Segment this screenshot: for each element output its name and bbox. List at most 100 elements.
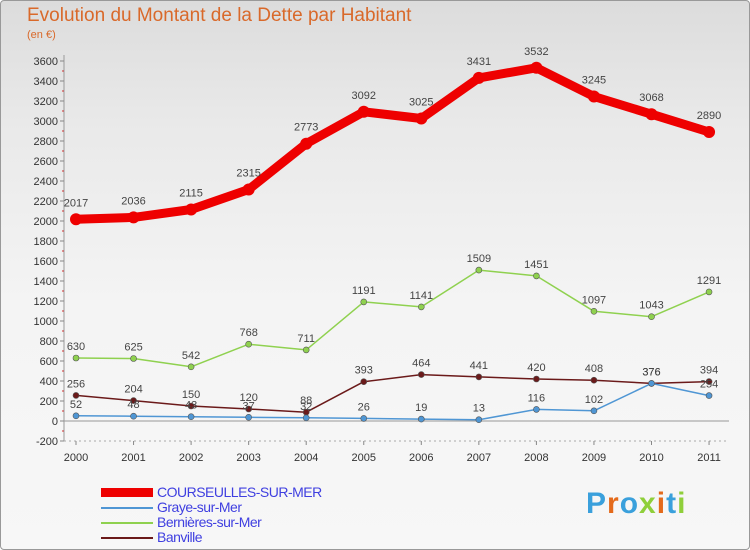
data-point <box>705 378 713 385</box>
data-label: 19 <box>415 402 427 414</box>
data-label: 3068 <box>639 92 663 104</box>
logo-letter: P <box>586 487 608 520</box>
data-point <box>475 266 483 274</box>
data-label: 1291 <box>697 275 721 287</box>
y-tick-label: 400 <box>40 376 58 388</box>
y-tick-label: 1000 <box>34 316 58 328</box>
data-label: 204 <box>124 384 142 396</box>
data-label: 3092 <box>352 90 376 102</box>
chart-unit: (en €) <box>27 29 56 41</box>
y-tick-label: 1400 <box>34 276 58 288</box>
y-tick-label: 2200 <box>34 196 58 208</box>
data-point <box>648 313 655 321</box>
series-line-2 <box>75 269 710 368</box>
data-point <box>533 375 540 383</box>
x-tick-label: 2006 <box>409 452 433 464</box>
logo-letter: i <box>656 487 667 520</box>
data-point <box>360 298 368 306</box>
y-tick-label: 800 <box>40 336 58 348</box>
data-point <box>475 416 483 424</box>
x-tick-label: 2005 <box>352 452 376 464</box>
logo-letter: t <box>666 487 678 520</box>
data-point <box>590 376 598 384</box>
data-point <box>187 402 195 410</box>
x-tick-label: 2010 <box>639 452 663 464</box>
data-label: 32 <box>300 401 312 413</box>
data-point <box>357 105 370 118</box>
data-label: 711 <box>297 333 315 345</box>
data-label: 256 <box>67 378 85 390</box>
legend-label: Graye-sur-Mer <box>157 499 242 515</box>
data-point <box>705 288 713 296</box>
data-point <box>245 405 252 413</box>
data-label: 88 <box>300 395 312 407</box>
y-tick-label: 200 <box>40 396 58 408</box>
data-label: 52 <box>70 399 82 411</box>
data-label: 48 <box>127 399 139 411</box>
y-tick-label: 2400 <box>34 176 58 188</box>
data-point <box>130 355 137 362</box>
logo-letter: i <box>677 487 687 520</box>
data-label: 3245 <box>582 75 606 87</box>
data-point <box>417 303 425 311</box>
legend-item: Banville <box>101 530 322 545</box>
data-label: 26 <box>358 401 370 413</box>
data-label: 420 <box>527 362 545 374</box>
proxiti-logo: Proxiti <box>586 487 686 521</box>
data-label: 376 <box>642 366 660 378</box>
data-label: 254 <box>700 379 718 391</box>
data-point <box>530 61 543 74</box>
data-point <box>242 183 255 196</box>
data-point <box>417 371 425 378</box>
x-tick-label: 2009 <box>582 452 606 464</box>
x-tick-label: 2001 <box>121 452 145 464</box>
logo-letter: r <box>607 487 620 520</box>
data-label: 3431 <box>467 56 491 68</box>
data-point <box>130 412 137 420</box>
data-label: 2036 <box>121 195 145 207</box>
y-tick-label: 3600 <box>34 56 58 68</box>
data-label: 625 <box>124 342 142 354</box>
data-point <box>645 108 658 121</box>
data-label: 2017 <box>64 197 88 209</box>
legend-item: Bernières-sur-Mer <box>101 515 322 530</box>
data-label: 43 <box>185 400 197 412</box>
data-point <box>72 412 80 420</box>
data-label: 376 <box>642 366 660 378</box>
data-label: 393 <box>355 365 373 377</box>
data-point <box>415 112 428 125</box>
series-line-3 <box>75 373 710 413</box>
x-tick-label: 2000 <box>64 452 88 464</box>
logo-letter: o <box>619 487 640 520</box>
data-point <box>70 213 82 226</box>
y-tick-label: 3400 <box>34 76 58 88</box>
series-line-0 <box>71 63 714 224</box>
legend-label: Bernières-sur-Mer <box>157 514 262 530</box>
data-label: 3532 <box>524 46 548 58</box>
legend-item: Graye-sur-Mer <box>101 500 322 515</box>
y-tick-label: 2800 <box>34 136 58 148</box>
axes: -200 0 200 400 600 800 1000 1200 1400 1600 1800 200… <box>34 55 729 464</box>
data-point <box>360 378 368 386</box>
data-point <box>475 373 483 381</box>
data-label: 150 <box>182 389 200 401</box>
legend-swatch <box>101 488 153 497</box>
x-tick-label: 2008 <box>524 452 548 464</box>
data-point <box>245 413 252 421</box>
x-tick-label: 2003 <box>236 452 260 464</box>
data-point <box>245 340 252 348</box>
data-point <box>185 203 198 216</box>
logo-letter: x <box>639 487 657 520</box>
data-point <box>533 406 540 413</box>
series-layer <box>70 61 716 424</box>
y-tick-label: 1200 <box>34 296 58 308</box>
legend-swatch <box>101 521 153 524</box>
legend-swatch <box>101 506 153 509</box>
data-point <box>472 71 485 84</box>
legend-swatch <box>101 536 153 539</box>
data-point <box>127 211 140 224</box>
data-labels: 2017 2036 2115 2315 2773 3092 3025 3431 3532 3245… <box>64 46 722 415</box>
data-label: 1141 <box>409 290 433 302</box>
